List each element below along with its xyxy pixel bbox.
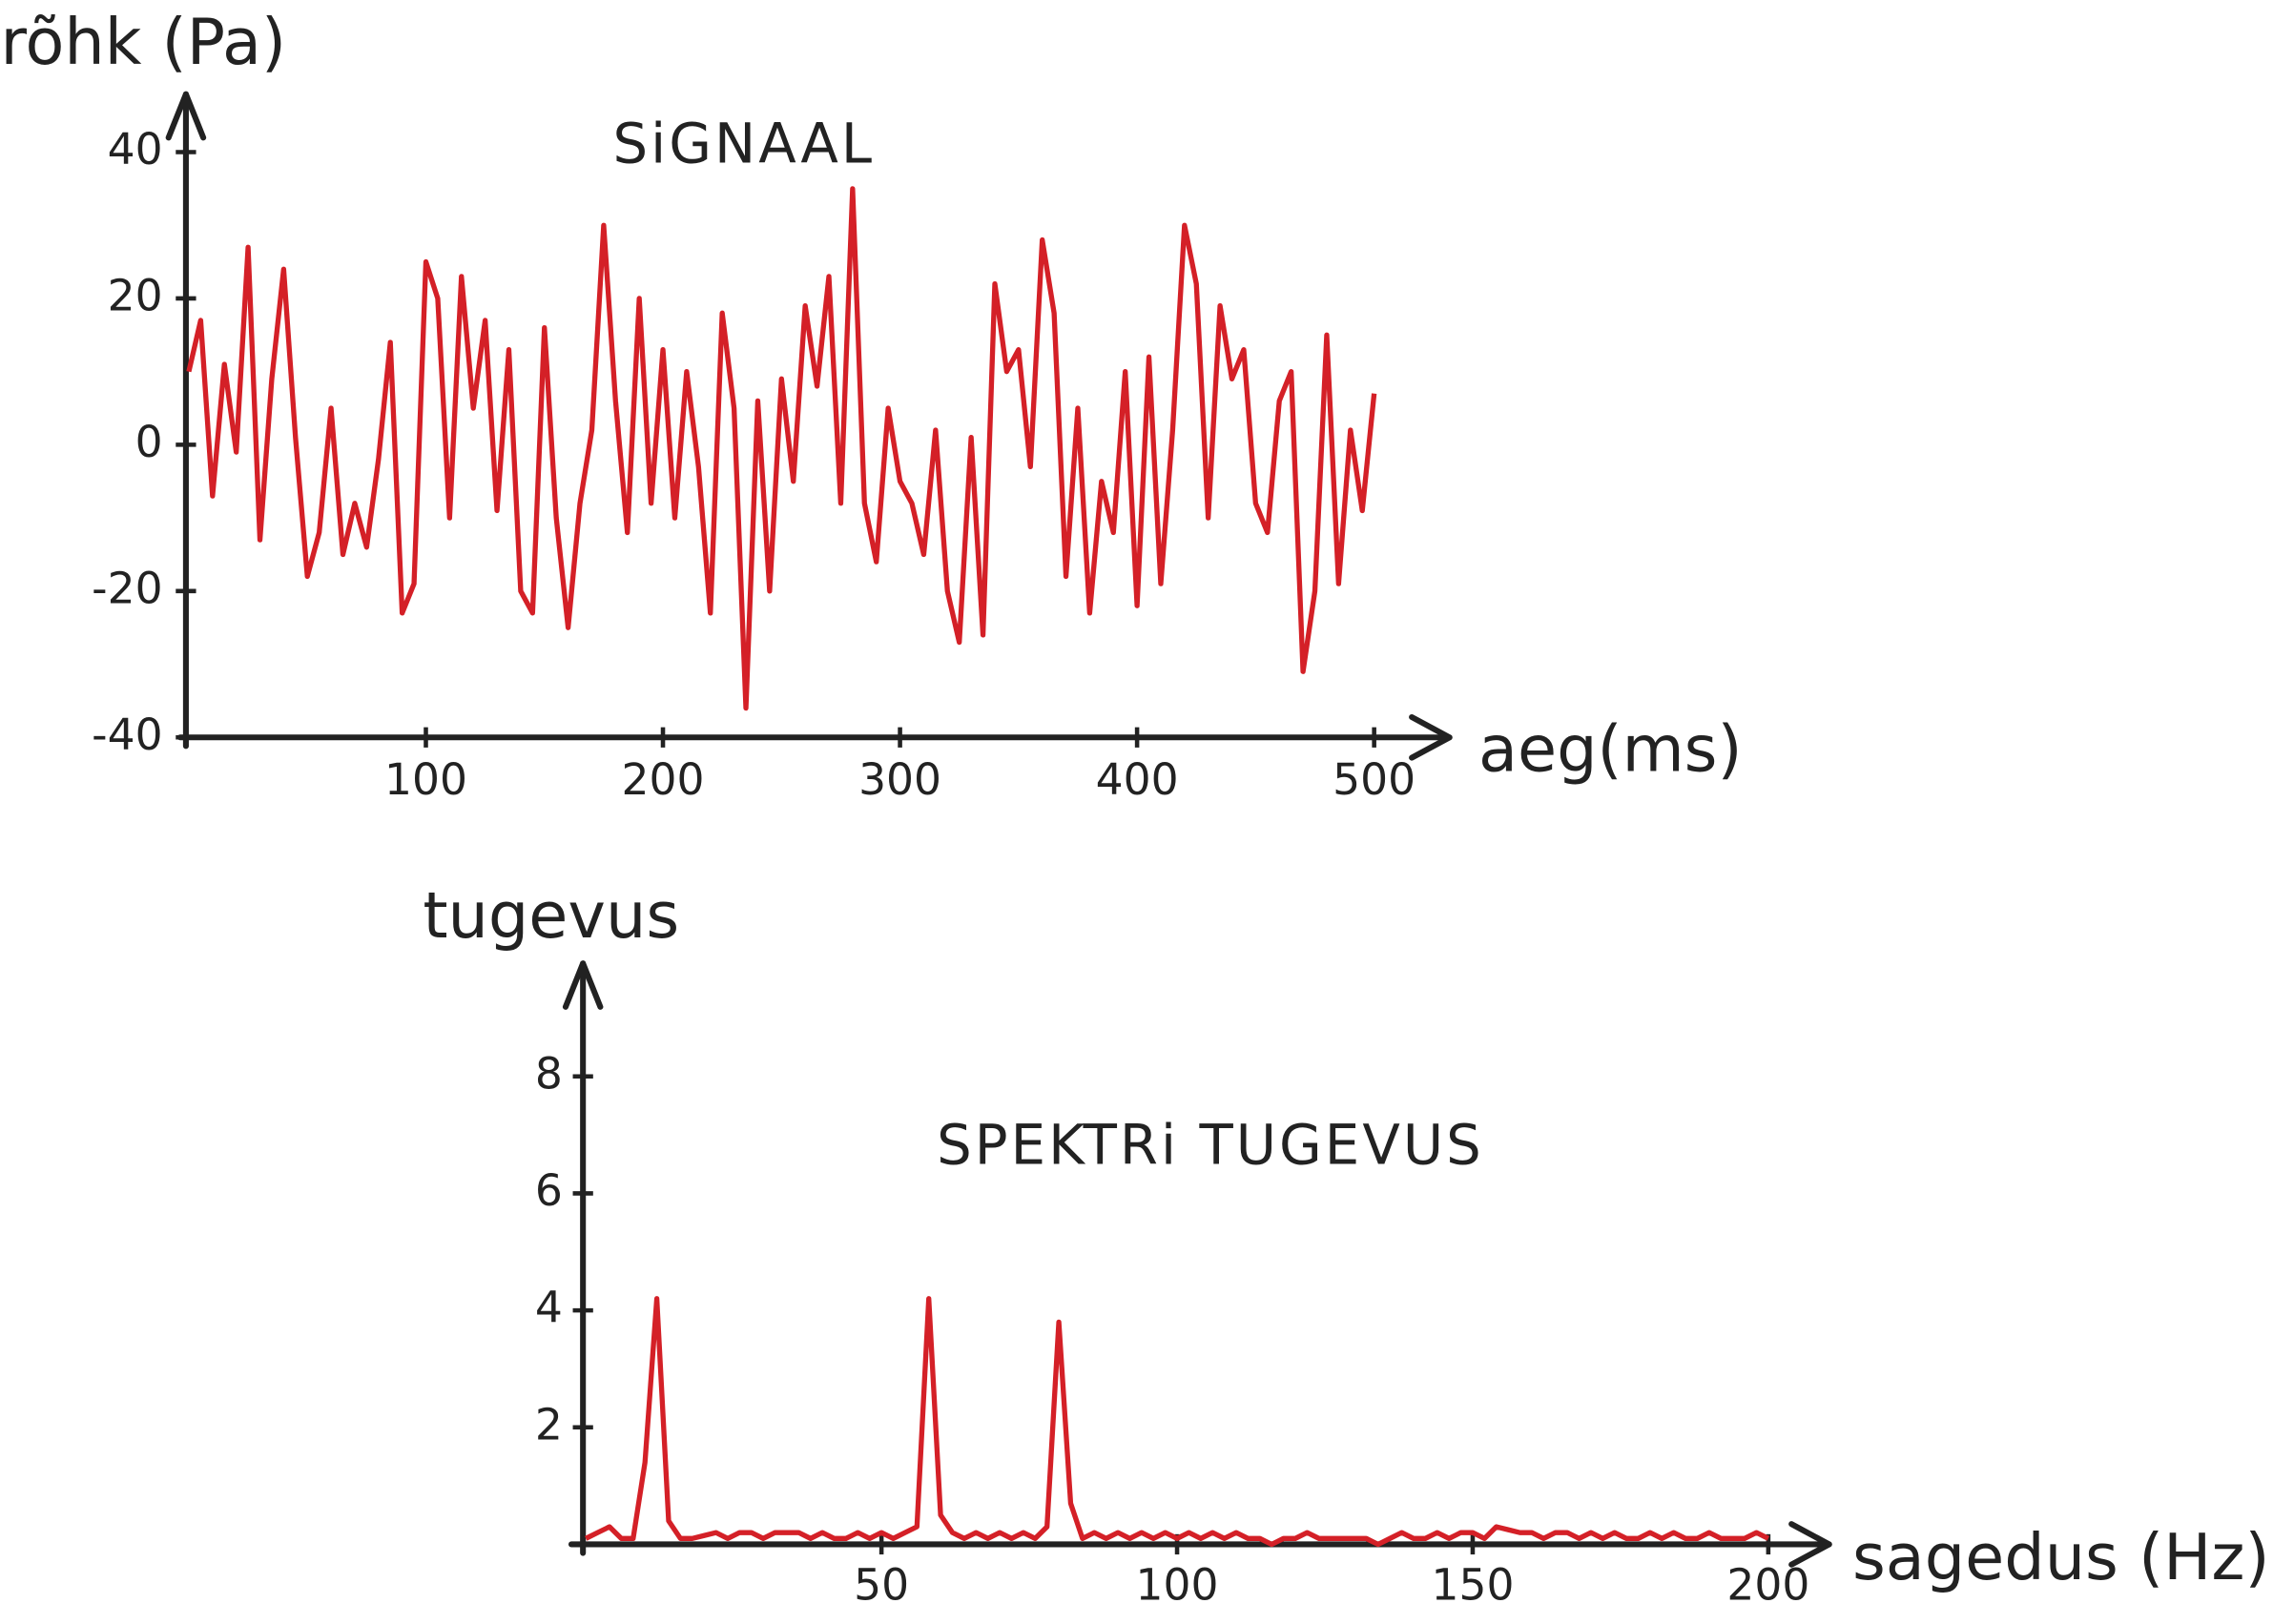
x-tick-label: 150 <box>1431 1560 1514 1611</box>
y-axis-arrow <box>165 91 207 141</box>
x-tick-label: 50 <box>854 1560 909 1611</box>
y-axis-arrow <box>562 960 604 1010</box>
data-line <box>585 1296 1770 1548</box>
x-tick-label: 200 <box>1726 1560 1809 1611</box>
data-line <box>186 186 1377 711</box>
y-tick-label: -20 <box>92 563 162 613</box>
x-tick-label: 100 <box>1136 1560 1219 1611</box>
y-tick-label: 0 <box>135 417 163 467</box>
x-axis-label: sagedus (Hz) <box>1852 1520 2270 1594</box>
x-tick-label: 100 <box>384 754 467 805</box>
x-tick-label: 300 <box>858 754 941 805</box>
y-axis-label: tugevus <box>423 878 679 953</box>
y-tick-label: 40 <box>108 124 163 175</box>
chart-title: SiGNAAL <box>613 112 876 176</box>
y-tick-label: 6 <box>535 1165 563 1216</box>
x-axis-arrow <box>1788 1521 1832 1568</box>
x-tick-label: 500 <box>1333 754 1415 805</box>
y-tick-label: 4 <box>535 1283 563 1333</box>
y-tick-label: -40 <box>92 709 162 760</box>
y-axis-label: rõhk (Pa) <box>0 5 286 79</box>
x-axis-arrow <box>1409 713 1453 761</box>
y-tick-label: 20 <box>108 270 163 320</box>
x-axis-label: aeg(ms) <box>1478 712 1743 787</box>
y-tick-label: 2 <box>535 1399 563 1449</box>
x-tick-label: 400 <box>1096 754 1179 805</box>
chart-title: SPEKTRi TUGEVUS <box>937 1112 1484 1177</box>
y-tick-label: 8 <box>535 1048 563 1099</box>
x-tick-label: 200 <box>622 754 705 805</box>
